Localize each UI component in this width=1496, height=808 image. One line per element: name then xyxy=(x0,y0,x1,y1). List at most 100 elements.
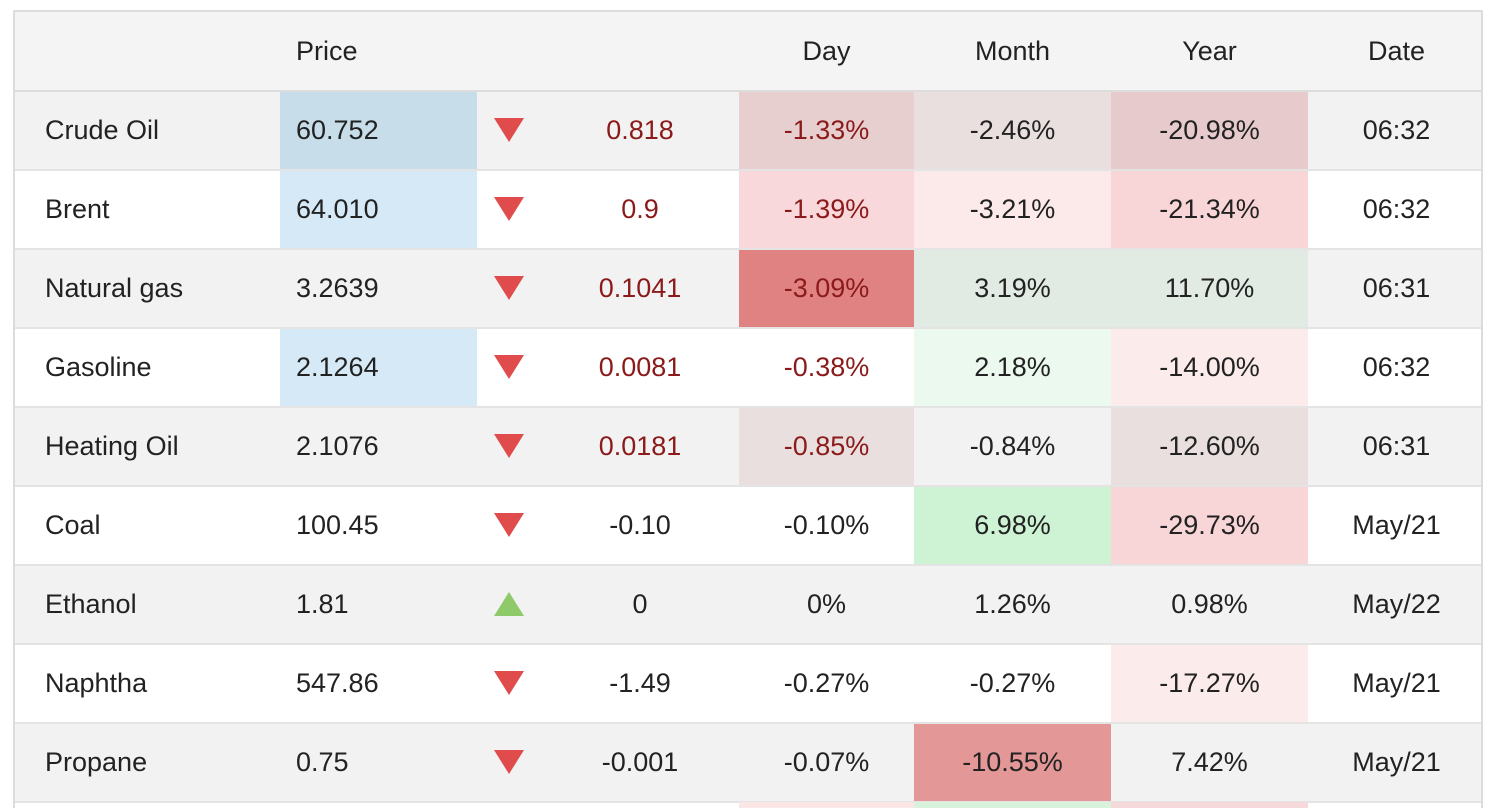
triangle-down-icon xyxy=(494,355,524,379)
change-cell: 0.0081 xyxy=(598,352,682,382)
arrow-down-icon xyxy=(477,92,541,169)
commodity-name-link[interactable]: Coal xyxy=(45,510,101,540)
table-row[interactable]: Coal 100.45 -0.10 -0.10% 6.98% -29.73% May/21 xyxy=(15,487,1481,566)
change-cell: -1.49 xyxy=(609,668,671,698)
year-percent-cell: 7.42% xyxy=(1171,747,1248,777)
day-percent-cell: -1.39% xyxy=(739,171,914,248)
change-cell: 0.1041 xyxy=(598,273,682,303)
year-percent-cell: -12.60% xyxy=(1111,408,1308,485)
date-cell: May/21 xyxy=(1352,668,1441,698)
commodity-name-link[interactable]: Gasoline xyxy=(45,352,152,382)
day-percent-cell: -0.27% xyxy=(783,668,870,698)
arrow-down-icon xyxy=(477,487,541,564)
month-percent-cell: 3.19% xyxy=(914,250,1111,327)
triangle-down-icon xyxy=(494,750,524,774)
commodity-name-link[interactable]: Brent xyxy=(45,194,110,224)
date-cell: 06:31 xyxy=(1362,273,1431,303)
price-cell: 100.45 xyxy=(296,510,379,540)
date-cell: May/21 xyxy=(1352,510,1441,540)
commodity-name-link[interactable]: Naphtha xyxy=(45,668,148,698)
price-cell: 0.75 xyxy=(296,747,349,777)
triangle-down-icon xyxy=(494,513,524,537)
arrow-up-icon xyxy=(477,566,541,643)
month-percent-cell: 1.26% xyxy=(974,589,1051,619)
price-cell: 2.1264 xyxy=(280,329,477,406)
day-percent-cell: -0.85% xyxy=(739,408,914,485)
year-percent-cell: -21.34% xyxy=(1111,171,1308,248)
year-percent-cell: 0.98% xyxy=(1171,589,1248,619)
header-name xyxy=(15,12,280,90)
change-cell: -0.10 xyxy=(609,510,671,540)
price-cell: 547.86 xyxy=(296,668,379,698)
arrow-down-icon xyxy=(477,724,541,801)
price-cell: 3.2639 xyxy=(296,273,379,303)
year-percent-cell: -17.27% xyxy=(1111,645,1308,722)
triangle-down-icon xyxy=(494,434,524,458)
header-change xyxy=(541,12,739,90)
change-cell: 0.0181 xyxy=(598,431,682,461)
price-cell: 60.752 xyxy=(280,92,477,169)
year-percent-cell: -20.98% xyxy=(1111,92,1308,169)
day-percent-cell: -3.09% xyxy=(739,250,914,327)
month-percent-cell: -3.21% xyxy=(914,171,1111,248)
table-header: Price Day Month Year Date xyxy=(15,12,1481,92)
year-percent-cell: -29.73% xyxy=(1111,487,1308,564)
commodity-name-link[interactable]: Crude Oil xyxy=(45,115,160,145)
change-cell: 0.9 xyxy=(621,194,659,224)
commodity-name-link[interactable]: Ethanol xyxy=(45,589,137,619)
change-cell: 0.818 xyxy=(606,115,674,145)
arrow-down-icon xyxy=(477,408,541,485)
table-row[interactable]: Propane 0.75 -0.001 -0.07% -10.55% 7.42% May/2… xyxy=(15,724,1481,803)
price-cell: 1.81 xyxy=(296,589,349,619)
month-percent-cell: -0.84% xyxy=(969,431,1056,461)
month-percent-cell: -10.55% xyxy=(914,724,1111,801)
table-row[interactable]: Gasoline 2.1264 0.0081 -0.38% 2.18% -14.00% 06… xyxy=(15,329,1481,408)
next-row-month-partial xyxy=(914,802,1111,808)
commodity-name-link[interactable]: Propane xyxy=(45,747,148,777)
date-cell: May/22 xyxy=(1352,589,1441,619)
date-cell: May/21 xyxy=(1352,747,1441,777)
table-row[interactable]: Heating Oil 2.1076 0.0181 -0.85% -0.84% -12.6… xyxy=(15,408,1481,487)
commodity-name-link[interactable]: Heating Oil xyxy=(45,431,179,461)
table-row[interactable]: Ethanol 1.81 0 0% 1.26% 0.98% May/22 xyxy=(15,566,1481,645)
triangle-down-icon xyxy=(494,276,524,300)
price-cell: 2.1076 xyxy=(296,431,379,461)
day-percent-cell: -0.38% xyxy=(783,352,870,382)
commodity-name-link[interactable]: Natural gas xyxy=(45,273,184,303)
table-row[interactable]: Brent 64.010 0.9 -1.39% -3.21% -21.34% 06:32 xyxy=(15,171,1481,250)
commodities-table: Price Day Month Year Date Crude Oil 60.75… xyxy=(13,10,1483,808)
header-date[interactable]: Date xyxy=(1367,35,1426,66)
date-cell: 06:31 xyxy=(1362,431,1431,461)
day-percent-cell: -1.33% xyxy=(739,92,914,169)
table-row[interactable]: Natural gas 3.2639 0.1041 -3.09% 3.19% 11.70%… xyxy=(15,250,1481,329)
price-cell: 64.010 xyxy=(280,171,477,248)
next-row-year-partial xyxy=(1111,802,1308,808)
day-percent-cell: -0.10% xyxy=(783,510,870,540)
arrow-down-icon xyxy=(477,645,541,722)
date-cell: 06:32 xyxy=(1362,194,1431,224)
year-percent-cell: -14.00% xyxy=(1111,329,1308,406)
header-month[interactable]: Month xyxy=(974,35,1051,66)
next-row-day-partial xyxy=(739,802,914,808)
change-cell: -0.001 xyxy=(601,747,679,777)
month-percent-cell: 2.18% xyxy=(914,329,1111,406)
triangle-down-icon xyxy=(494,118,524,142)
header-price[interactable]: Price xyxy=(296,35,358,66)
table-row[interactable]: Naphtha 547.86 -1.49 -0.27% -0.27% -17.27% May… xyxy=(15,645,1481,724)
arrow-down-icon xyxy=(477,171,541,248)
month-percent-cell: 6.98% xyxy=(914,487,1111,564)
triangle-down-icon xyxy=(494,671,524,695)
header-day[interactable]: Day xyxy=(802,35,851,66)
triangle-up-icon xyxy=(494,592,524,616)
triangle-down-icon xyxy=(494,197,524,221)
table-row[interactable]: Crude Oil 60.752 0.818 -1.33% -2.46% -20.98% 0… xyxy=(15,92,1481,171)
date-cell: 06:32 xyxy=(1362,115,1431,145)
date-cell: 06:32 xyxy=(1362,352,1431,382)
arrow-down-icon xyxy=(477,329,541,406)
change-cell: 0 xyxy=(632,589,648,619)
month-percent-cell: -2.46% xyxy=(914,92,1111,169)
year-percent-cell: 11.70% xyxy=(1111,250,1308,327)
arrow-down-icon xyxy=(477,250,541,327)
header-year[interactable]: Year xyxy=(1182,35,1237,66)
month-percent-cell: -0.27% xyxy=(969,668,1056,698)
